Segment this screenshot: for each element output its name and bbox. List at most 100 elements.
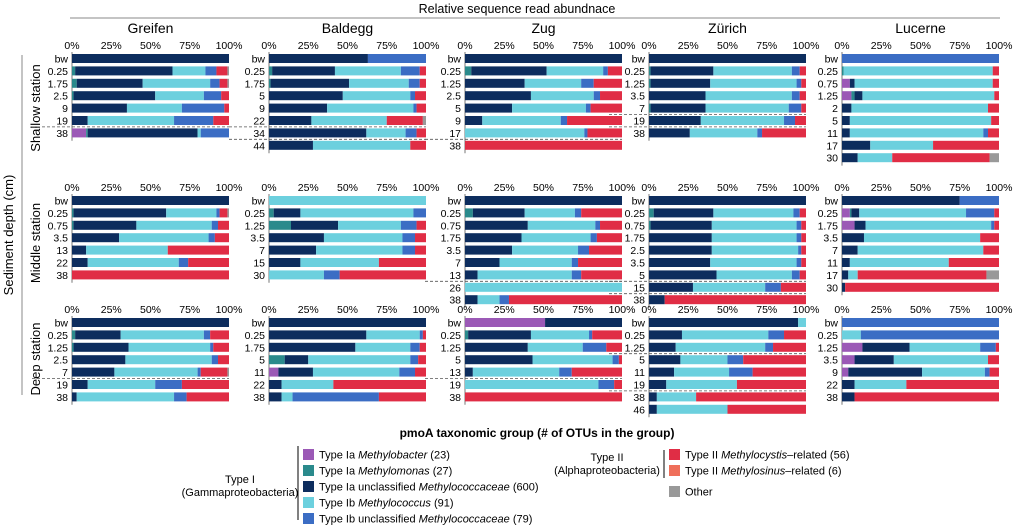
- bar-segment-ia-un: [290, 220, 339, 230]
- tick-label: 25%: [494, 182, 515, 194]
- bar-segment-ia-un: [649, 233, 712, 243]
- tick-label: 100%: [986, 182, 1013, 194]
- bar-segment-ii-mcy: [780, 282, 806, 292]
- bar-segment-ib-un: [174, 116, 214, 125]
- bar-segment-ib-mc: [125, 355, 212, 365]
- bar-segment-ib-mc: [281, 392, 293, 402]
- bar-segment-ia-un: [72, 355, 126, 365]
- bar-segment-ib-un: [983, 128, 989, 138]
- bar-segment-ib-mc: [142, 78, 211, 88]
- bar-segment-ii-mcy: [72, 270, 229, 280]
- bar-segment-ia-un: [76, 78, 143, 88]
- tick-label: 25%: [101, 182, 122, 194]
- tick-label: 75%: [572, 304, 593, 316]
- tick-label: 0%: [261, 182, 276, 194]
- bar-segment-ia-un: [465, 103, 513, 113]
- bar-segment-ii-mcy: [218, 220, 229, 230]
- bar-segment-ia-un: [842, 258, 850, 267]
- tick-label: 0%: [64, 40, 79, 52]
- bar-segment-ib-un: [323, 270, 340, 280]
- tick-label: 25%: [871, 304, 892, 316]
- tick-label: 0%: [457, 304, 472, 316]
- bar-segment-ib-mc: [843, 66, 993, 76]
- bar-segment-other: [989, 153, 999, 163]
- bar-segment-ia-un: [465, 367, 473, 377]
- station-label-shallow-station: Shallow station: [28, 64, 43, 151]
- bar-segment-ia-un: [842, 103, 852, 113]
- depth-label: 1.25: [818, 342, 839, 354]
- bar-segment-ib-mc: [87, 258, 179, 267]
- bar-segment-ia-un: [649, 367, 675, 377]
- depth-label: 0.25: [441, 330, 462, 342]
- depth-label: bw: [448, 196, 462, 208]
- legend-label: Type Ia Methylomonas (27): [319, 466, 452, 478]
- legend-group2-sub: (Alphaproteobacteria): [554, 465, 660, 477]
- bar-segment-ia-un: [269, 140, 313, 150]
- depth-label: bw: [252, 54, 266, 66]
- bar-segment-ia-un: [649, 128, 690, 138]
- bar-segment-ib-mc: [857, 245, 984, 255]
- depth-label: 38: [56, 128, 68, 140]
- bar-segment-ib-mc: [692, 282, 766, 292]
- bar-segment-ib-un: [798, 245, 802, 255]
- bar-segment-ia-mm: [649, 103, 651, 113]
- tick-label: 100%: [609, 304, 636, 316]
- bar-segment-ib-un: [791, 270, 800, 280]
- depth-label: 22: [253, 380, 265, 392]
- bar-segment-ib-un: [402, 233, 416, 243]
- bar-segment-ii-mcy: [988, 355, 999, 365]
- bar-segment-ib-mc: [705, 91, 792, 101]
- depth-label: 1.75: [245, 78, 266, 90]
- bar-segment-ia-mb: [842, 367, 849, 377]
- bar-segment-ib-un: [174, 392, 187, 402]
- bar-segment-ib-un: [765, 342, 774, 352]
- bar-segment-ia-un: [465, 270, 478, 280]
- bar-segment-ib-un: [210, 342, 214, 352]
- bar-segment-ib-mc: [172, 66, 206, 76]
- bar-segment-ia-un: [73, 208, 167, 218]
- bar-segment-ia-un: [465, 116, 483, 125]
- bar-segment-ia-un: [465, 342, 528, 352]
- bar-segment-ia-un: [465, 258, 500, 267]
- depth-label: bw: [55, 54, 69, 66]
- depth-label: 19: [633, 380, 645, 392]
- bar-segment-ib-mc: [656, 404, 728, 414]
- bar-segment-ib-mc: [854, 78, 993, 88]
- tick-label: 75%: [949, 182, 970, 194]
- depth-label: bw: [55, 318, 69, 330]
- bar-segment-ii-mcy: [378, 392, 426, 402]
- bar-segment-ib-mc: [530, 330, 590, 340]
- depth-label: 0.25: [625, 330, 646, 342]
- bar-segment-ia-un: [272, 66, 335, 76]
- bar-segment-ia-mm: [849, 208, 852, 218]
- bar-segment-ib-un: [860, 330, 999, 340]
- bar-segment-ia-un: [650, 220, 712, 230]
- bar-segment-ia-mm: [72, 208, 74, 218]
- bar-segment-ii-mcy: [752, 367, 806, 377]
- bar-segment-ib-mc: [311, 116, 387, 125]
- tick-label: 50%: [140, 304, 161, 316]
- bar-segment-ia-un: [650, 78, 711, 88]
- bar-segment-ii-mcy: [614, 380, 622, 389]
- depth-label: 0.75: [48, 220, 69, 232]
- bar-segment-ib-mc: [530, 91, 594, 101]
- bar-segment-ii-mcy: [799, 270, 806, 280]
- bar-segment-ib-un: [984, 367, 990, 377]
- depth-label: 15: [253, 258, 265, 270]
- bar-segment-ib-un: [585, 103, 591, 113]
- depth-label: 3.5: [250, 233, 265, 245]
- bar-segment-ii-mcy: [992, 78, 999, 88]
- bar-segment-ia-un: [842, 380, 855, 389]
- bar-segment-ia-mm: [269, 66, 273, 76]
- bar-segment-ii-mcy: [988, 128, 999, 138]
- depth-label: 0.25: [48, 330, 69, 342]
- bar-segment-ii-mcy: [773, 342, 806, 352]
- bar-segment-ii-mcy: [416, 220, 426, 230]
- tick-label: 0%: [834, 182, 849, 194]
- depth-label: 2.5: [630, 245, 645, 257]
- legend-label: Type Ia Methylobacter (23): [319, 450, 450, 462]
